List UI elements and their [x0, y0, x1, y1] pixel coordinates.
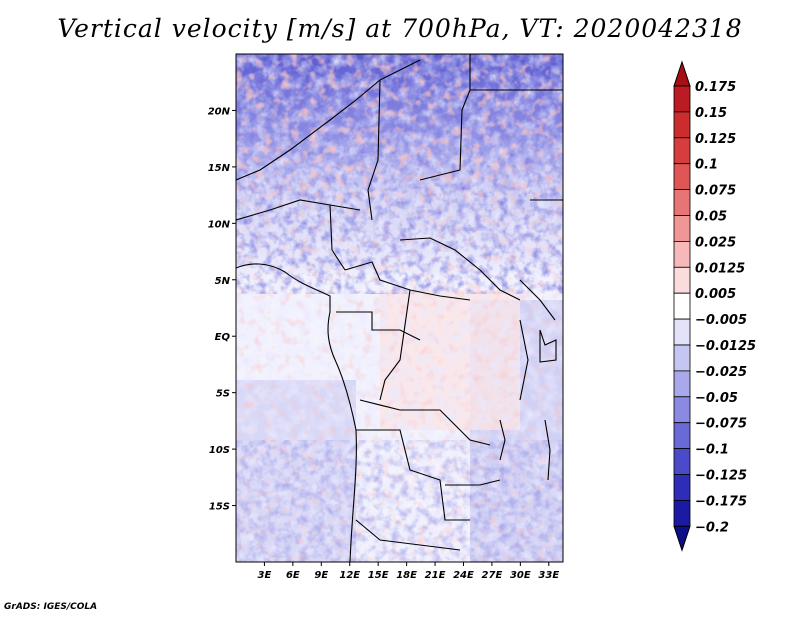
lon-tick-label: 30E	[510, 570, 531, 581]
colorbar-swatch	[673, 240, 691, 268]
colorbar-label: −0.1	[695, 443, 729, 458]
lat-tick-label: 5N	[215, 276, 231, 287]
east-africa-lakes	[499, 319, 557, 481]
colorbar-label: −0.025	[695, 365, 747, 380]
latitude-axis: 20N 15N 10N 5N EQ 5S 10S 15S	[208, 106, 236, 513]
colorbar-swatch	[673, 266, 691, 294]
lon-tick-label: 12E	[339, 570, 360, 581]
lat-tick-label: EQ	[215, 332, 231, 343]
lon-tick-label: 15E	[368, 570, 389, 581]
lat-tick-label: 5S	[216, 389, 230, 400]
country-borders-south	[355, 429, 501, 551]
colorbar-swatch	[673, 422, 691, 450]
colorbar-swatch	[673, 292, 691, 320]
colorbar-label: 0.005	[695, 287, 736, 302]
colorbar-label: −0.05	[695, 391, 738, 406]
lat-tick-label: 15N	[208, 163, 231, 174]
colorbar-label: −0.0125	[695, 339, 756, 354]
colorbar: 0.175 0.15 0.125 0.1 0.075 0.05 0.025 0.0125 0.0…	[673, 60, 756, 552]
colorbar-swatch	[673, 318, 691, 346]
colorbar-swatch	[673, 474, 691, 501]
lon-tick-label: 18E	[396, 570, 417, 581]
lon-tick-label: 24E	[453, 570, 474, 581]
colorbar-swatch	[673, 85, 691, 113]
colorbar-label: 0.1	[695, 158, 718, 173]
colorbar-label: 0.125	[695, 132, 736, 147]
colorbar-label: −0.175	[695, 494, 747, 509]
footer-credit: GrADS: IGES/COLA	[4, 602, 98, 612]
colorbar-label: 0.15	[695, 106, 727, 121]
lon-tick-label: 33E	[538, 570, 559, 581]
lon-tick-label: 27E	[482, 570, 503, 581]
colorbar-label: 0.025	[695, 235, 736, 250]
longitude-axis: 3E 6E 9E 12E 15E 18E 21E 24E 27E 30E 33E	[258, 562, 559, 581]
colorbar-swatch	[673, 163, 691, 190]
colorbar-label: −0.005	[695, 313, 747, 328]
colorbar-swatch	[673, 448, 691, 475]
colorbar-label: 0.075	[695, 184, 736, 199]
colorbar-label: −0.2	[695, 520, 729, 535]
colorbar-swatch	[673, 111, 691, 139]
coastlines-borders	[236, 54, 563, 562]
colorbar-label: 0.0125	[695, 261, 745, 276]
west-africa-coastline	[236, 263, 357, 562]
colorbar-swatch	[673, 370, 691, 398]
east-boundary	[519, 199, 563, 321]
colorbar-swatch	[673, 499, 691, 527]
colorbar-swatch	[673, 137, 691, 165]
lon-tick-label: 21E	[425, 570, 446, 581]
colorbar-label: −0.075	[695, 417, 747, 432]
map-frame	[235, 53, 564, 563]
lat-tick-label: 10N	[208, 219, 231, 230]
colorbar-extend-max	[673, 60, 691, 87]
lat-tick-label: 15S	[209, 502, 230, 513]
vertical-velocity-field	[236, 54, 563, 562]
colorbar-swatch	[673, 396, 691, 424]
lon-tick-label: 9E	[314, 570, 328, 581]
lon-tick-label: 6E	[286, 570, 300, 581]
lon-tick-label: 3E	[258, 570, 272, 581]
chart-title: Vertical velocity [m/s] at 700hPa, VT: 2…	[57, 14, 743, 43]
colorbar-label: 0.175	[695, 80, 736, 95]
colorbar-label: 0.05	[695, 210, 727, 225]
lat-tick-label: 20N	[208, 106, 231, 117]
lat-tick-label: 10S	[209, 445, 230, 456]
colorbar-label: −0.125	[695, 469, 747, 484]
colorbar-swatch	[673, 189, 691, 216]
country-borders-central	[336, 261, 491, 446]
colorbar-extend-min	[673, 525, 691, 552]
country-borders-north	[236, 54, 563, 301]
colorbar-swatch	[673, 344, 691, 372]
colorbar-swatch	[673, 215, 691, 242]
